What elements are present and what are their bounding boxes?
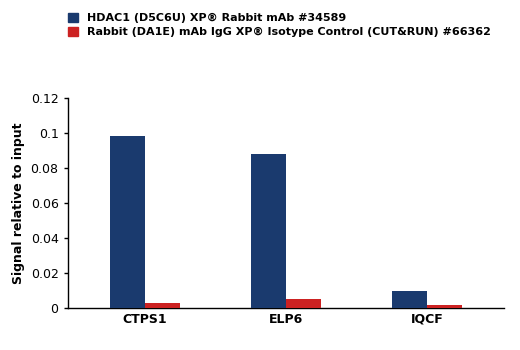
Bar — [286, 299, 321, 308]
Bar — [145, 303, 180, 308]
Legend: HDAC1 (D5C6U) XP® Rabbit mAb #34589, Rabbit (DA1E) mAb IgG XP® Isotype Control (: HDAC1 (D5C6U) XP® Rabbit mAb #34589, Rab… — [68, 13, 491, 37]
Bar — [392, 290, 427, 308]
Bar — [427, 304, 462, 308]
Y-axis label: Signal relative to input: Signal relative to input — [12, 122, 25, 284]
Bar — [251, 154, 286, 308]
Bar — [110, 136, 145, 308]
